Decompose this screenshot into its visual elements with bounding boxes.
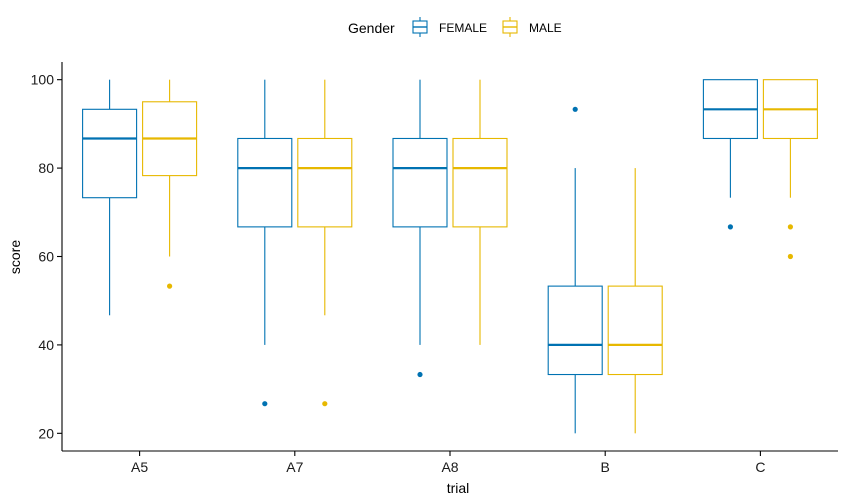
x-axis: A5 A7 A8 B C	[131, 451, 765, 475]
outlier-point	[322, 401, 328, 407]
y-tick-label: 60	[38, 249, 54, 265]
outlier-point	[727, 224, 734, 230]
outlier-point	[167, 283, 173, 289]
legend-key-female	[412, 17, 428, 37]
box-iqr	[237, 137, 293, 228]
outlier-point	[787, 253, 794, 260]
box-iqr	[607, 285, 663, 376]
box-iqr	[452, 137, 508, 228]
box-iqr	[82, 108, 138, 199]
outlier-point	[572, 106, 578, 112]
x-tick-label: A8	[441, 459, 458, 475]
x-tick-label: A7	[286, 459, 303, 475]
legend-label: MALE	[529, 21, 562, 35]
legend: Gender FEMALE MALE	[348, 17, 562, 37]
box-male-a5	[142, 79, 198, 289]
y-axis-title: score	[7, 240, 23, 274]
box-female-a7	[237, 79, 293, 407]
y-tick-label: 20	[38, 425, 54, 441]
outlier-point	[417, 371, 423, 378]
y-axis: 20 40 60 80 100	[31, 72, 62, 441]
box-male-a7	[297, 79, 353, 407]
box-male-c	[762, 79, 818, 260]
x-tick-label: B	[601, 459, 610, 475]
x-axis-title: trial	[447, 480, 470, 496]
box-female-a8	[392, 79, 448, 378]
legend-key-male	[502, 17, 518, 37]
x-tick-label: A5	[131, 459, 148, 475]
y-tick-label: 40	[38, 337, 54, 353]
plot-area	[82, 79, 818, 434]
box-female-b	[547, 106, 603, 434]
box-female-c	[702, 79, 758, 230]
box-male-b	[607, 168, 663, 434]
x-tick-label: C	[755, 459, 765, 475]
box-iqr	[392, 137, 448, 228]
box-iqr	[297, 137, 353, 228]
y-tick-label: 80	[38, 160, 54, 176]
box-female-a5	[82, 79, 138, 316]
box-iqr	[547, 285, 603, 376]
box-male-a8	[452, 79, 508, 345]
y-tick-label: 100	[31, 72, 55, 88]
outlier-point	[262, 401, 268, 407]
legend-label: FEMALE	[439, 21, 487, 35]
outlier-point	[787, 224, 794, 230]
legend-title: Gender	[348, 20, 395, 36]
